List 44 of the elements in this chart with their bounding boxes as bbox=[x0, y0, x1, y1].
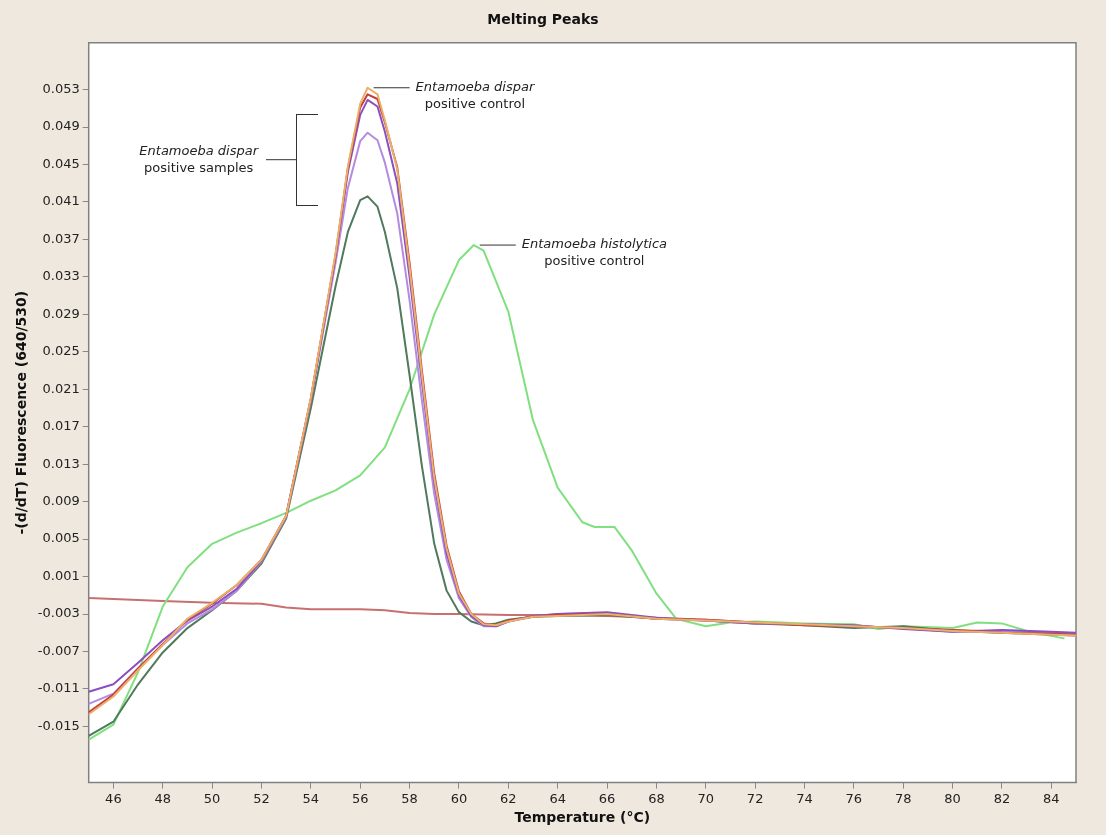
y-tick-label: -0.007 bbox=[37, 642, 80, 658]
x-axis-title: Temperature (°C) bbox=[514, 809, 651, 826]
x-tick-label: 48 bbox=[154, 790, 172, 806]
x-tick-label: 58 bbox=[401, 790, 418, 806]
x-tick-label: 64 bbox=[549, 790, 566, 806]
x-tick-label: 62 bbox=[500, 790, 517, 806]
annotation: Entamoeba dispar positive samples bbox=[139, 143, 260, 176]
y-tick-label: 0.021 bbox=[42, 380, 80, 396]
x-tick-label: 52 bbox=[253, 790, 270, 806]
y-tick-label: 0.041 bbox=[42, 193, 80, 209]
x-tick-label: 70 bbox=[697, 790, 715, 806]
y-tick-label: 0.045 bbox=[42, 155, 80, 171]
y-tick-label: -0.011 bbox=[37, 680, 80, 696]
x-tick-label: 68 bbox=[648, 790, 665, 806]
y-axis-title: -(d/dT) Fluorescence (640/530) bbox=[13, 290, 30, 535]
x-tick-label: 76 bbox=[845, 790, 863, 806]
y-tick-label: 0.017 bbox=[42, 418, 80, 434]
x-tick-label: 78 bbox=[894, 790, 912, 806]
y-tick-label: 0.029 bbox=[42, 305, 80, 321]
y-tick-label: 0.009 bbox=[42, 493, 80, 509]
x-tick-label: 84 bbox=[1043, 790, 1060, 806]
y-tick-label: 0.013 bbox=[42, 455, 80, 471]
x-tick-label: 72 bbox=[746, 790, 764, 806]
x-tick-label: 82 bbox=[993, 790, 1011, 806]
x-tick-label: 80 bbox=[944, 790, 961, 806]
y-tick-label: -0.003 bbox=[37, 605, 80, 621]
x-tick-label: 66 bbox=[598, 790, 616, 806]
annotation: Entamoeba histolytica positive control bbox=[521, 236, 668, 269]
chart-title: Melting Peaks bbox=[487, 11, 599, 28]
y-tick-label: 0.005 bbox=[42, 530, 80, 546]
x-tick-label: 60 bbox=[450, 790, 468, 806]
x-tick-label: 74 bbox=[796, 790, 813, 806]
y-tick-label: 0.025 bbox=[42, 343, 80, 359]
y-tick-label: 0.037 bbox=[42, 230, 80, 246]
x-tick-label: 46 bbox=[105, 790, 122, 806]
y-tick-label: -0.015 bbox=[37, 717, 80, 733]
y-tick-label: 0.053 bbox=[42, 81, 80, 96]
y-tick-label: 0.033 bbox=[42, 268, 80, 284]
y-tick-label: 0.049 bbox=[42, 118, 80, 134]
annotation: Entamoeba dispar positive control bbox=[415, 79, 536, 112]
y-tick-label: 0.001 bbox=[42, 567, 80, 583]
x-tick-label: 54 bbox=[302, 790, 320, 806]
x-tick-label: 50 bbox=[203, 790, 221, 806]
x-tick-label: 56 bbox=[351, 790, 369, 806]
